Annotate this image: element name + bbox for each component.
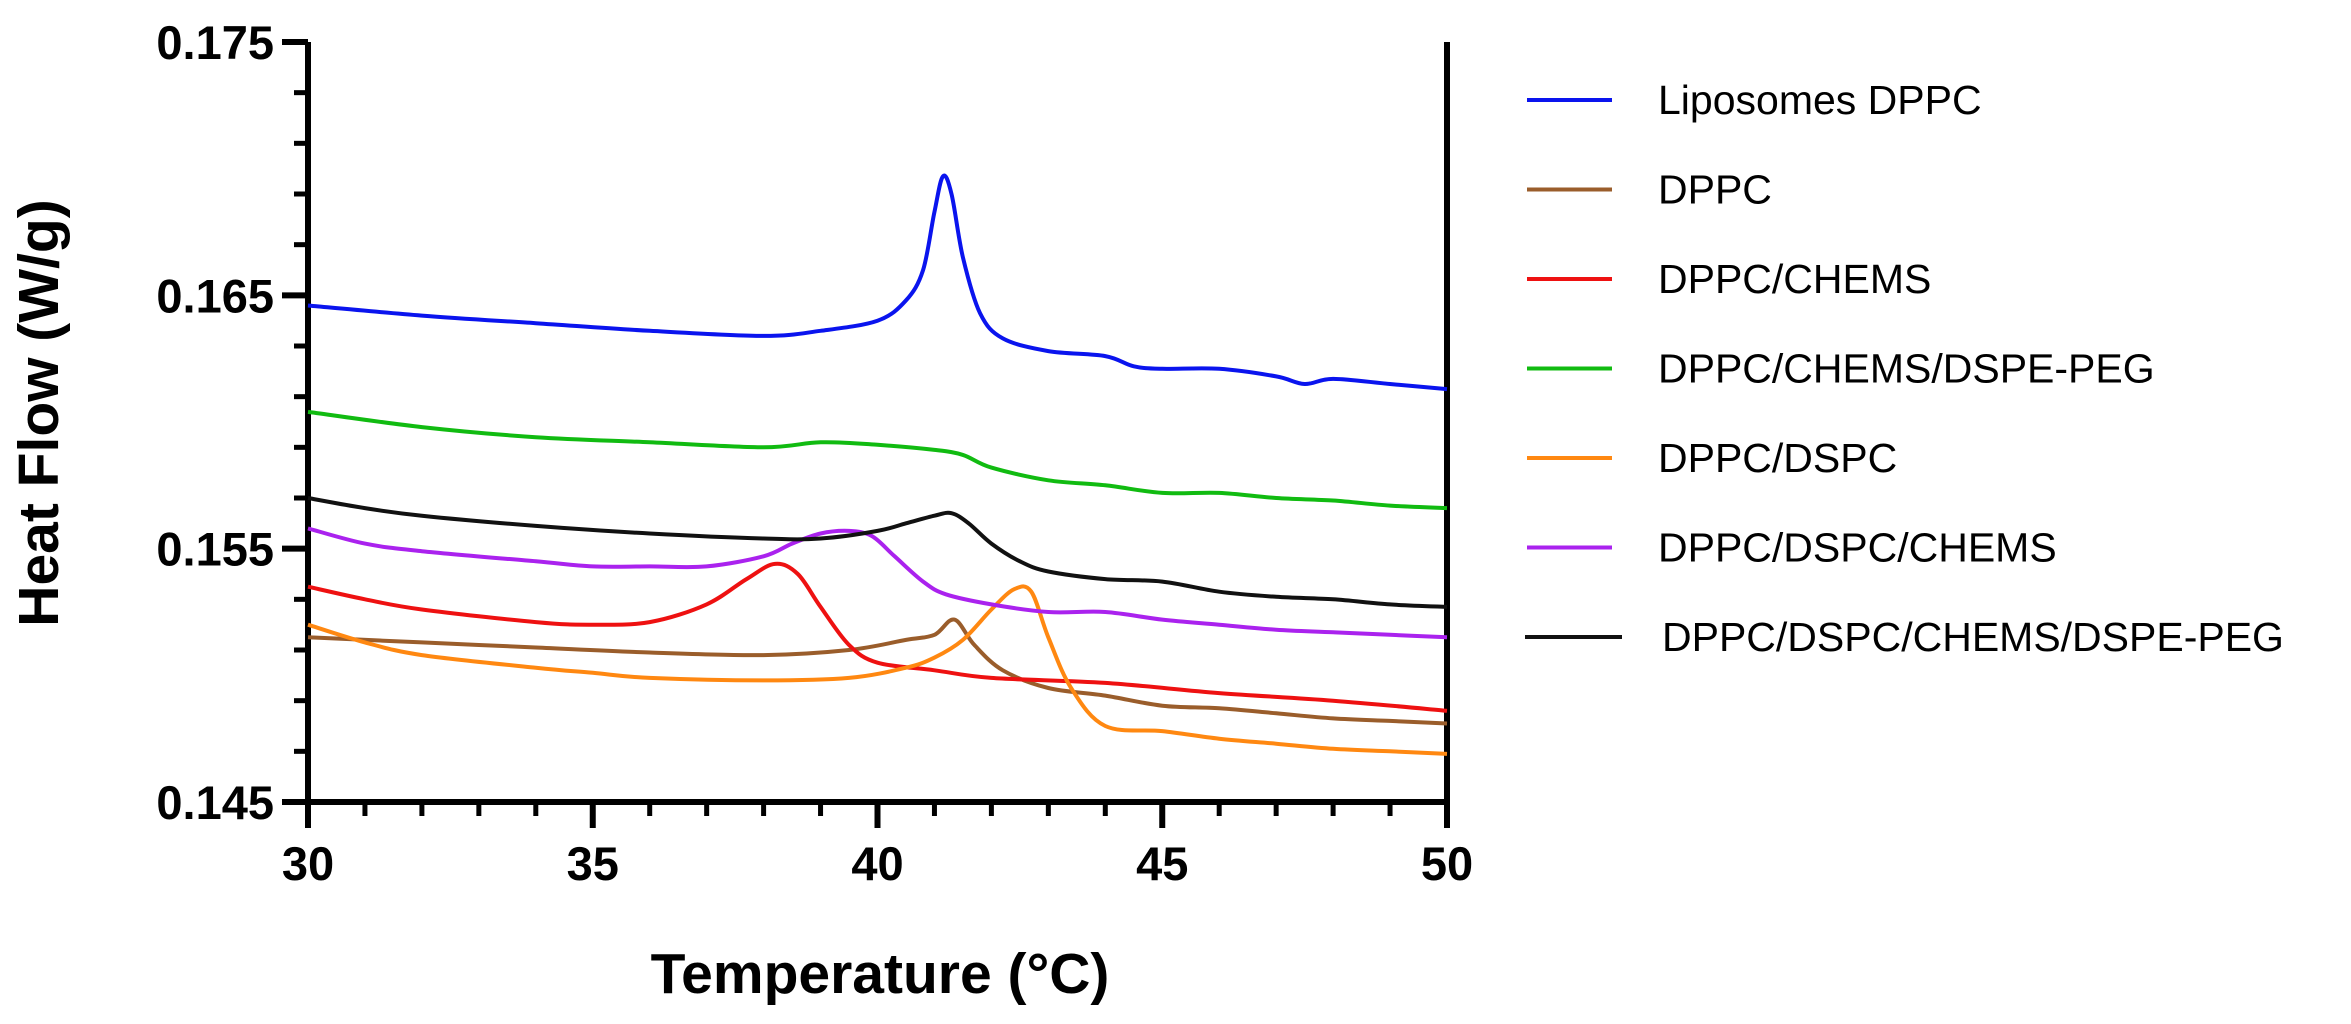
legend-label-dppc: DPPC [1658,167,1772,213]
y-axis-title: Heat Flow (W/g) [7,199,71,626]
series-layer [307,173,1448,756]
legend-label-dppc-chems: DPPC/CHEMS [1658,256,1931,302]
tick-labels: 30 35 40 45 50 0.145 0.155 0.165 0.175 [156,16,1473,890]
series-line-liposomes-dppc [307,173,1448,392]
x-tick-label: 50 [1421,837,1473,890]
series-line-dppc [307,617,1448,726]
legend: Liposomes DPPC DPPC DPPC/CHEMS DPPC/CHEMS/D… [1525,77,2284,660]
legend-label-dppc-dspc-chems: DPPC/DSPC/CHEMS [1658,525,2057,571]
series-line-dppc-dspc [307,584,1448,756]
legend-label-dppc-dspc-chems-dspe-peg: DPPC/DSPC/CHEMS/DSPE-PEG [1662,614,2284,660]
major-ticks [282,39,1450,828]
y-tick-label: 0.165 [156,269,274,322]
x-axis-title: Temperature (°C) [651,942,1110,1006]
y-tick-label: 0.175 [156,16,274,69]
x-tick-label: 40 [851,837,903,890]
y-tick-label: 0.155 [156,523,274,576]
series-line-dppc-dspc-chems-dspe-peg [307,496,1448,609]
legend-label-dppc-chems-dspe-peg: DPPC/CHEMS/DSPE-PEG [1658,346,2155,392]
series-line-dppc-chems-dspe-peg [307,409,1448,511]
x-tick-label: 45 [1136,837,1188,890]
x-tick-label: 35 [567,837,619,890]
series-line-dppc-chems [307,561,1448,713]
legend-label-dppc-dspc: DPPC/DSPC [1658,435,1897,481]
x-tick-label: 30 [282,837,334,890]
y-tick-label: 0.145 [156,776,274,829]
legend-label-liposomes-dppc: Liposomes DPPC [1658,77,1982,123]
series-line-dppc-dspc-chems [307,526,1448,640]
